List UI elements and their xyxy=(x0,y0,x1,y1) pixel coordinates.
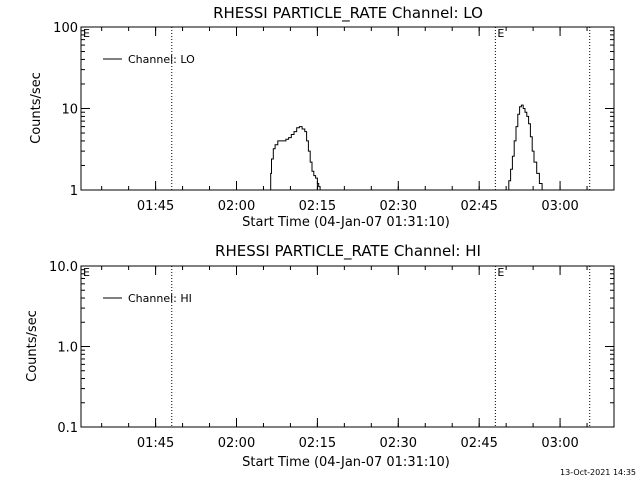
y-tick-label: 1 xyxy=(70,184,78,199)
corner-label: E xyxy=(83,266,90,279)
footer-timestamp: 13-Oct-2021 14:35 xyxy=(560,468,636,477)
data-series xyxy=(269,104,543,191)
x-ticks: 01:45 02:00 02:15 02:30 02:45 03:00 xyxy=(101,266,615,451)
x-tick-label: 02:00 xyxy=(218,436,255,451)
x-tick-label: 02:00 xyxy=(218,199,255,214)
chart-title: RHESSI PARTICLE_RATE Channel: LO xyxy=(213,4,483,23)
chart-title: RHESSI PARTICLE_RATE Channel: HI xyxy=(215,242,481,261)
y-ticks: 1 10 100 xyxy=(53,21,614,199)
series-line-segment xyxy=(507,104,543,191)
legend-entry: Channel: LO xyxy=(128,53,195,66)
y-tick-label: 100 xyxy=(53,21,78,36)
plot-frame xyxy=(80,265,615,428)
series-line-segment xyxy=(269,126,321,191)
x-axis-label: Start Time (04-Jan-07 01:31:10) xyxy=(242,215,450,230)
x-tick-label: 02:15 xyxy=(299,436,336,451)
plot-frame xyxy=(80,26,615,191)
y-axis-label: Counts/sec xyxy=(29,72,44,144)
event-markers: E xyxy=(171,266,591,427)
y-tick-label: 10.0 xyxy=(49,260,78,275)
event-marker-label: E xyxy=(497,27,504,40)
x-tick-label: 02:30 xyxy=(380,436,417,451)
y-tick-label: 10 xyxy=(61,103,78,118)
x-tick-label: 02:45 xyxy=(460,436,497,451)
x-tick-label: 03:00 xyxy=(541,436,578,451)
x-ticks: 01:45 02:00 02:15 02:30 02:45 03:00 xyxy=(101,27,615,214)
legend-entry: Channel: HI xyxy=(128,292,192,305)
y-ticks: 0.1 1.0 10.0 xyxy=(49,260,614,436)
y-axis-label: Counts/sec xyxy=(25,310,40,382)
x-axis-label: Start Time (04-Jan-07 01:31:10) xyxy=(242,455,450,470)
y-tick-label: 1.0 xyxy=(57,341,78,356)
y-tick-label: 0.1 xyxy=(57,421,78,436)
x-tick-label: 02:30 xyxy=(380,199,417,214)
corner-label: E xyxy=(83,27,90,40)
x-tick-label: 03:00 xyxy=(541,199,578,214)
x-tick-label: 01:45 xyxy=(137,199,174,214)
x-tick-label: 02:45 xyxy=(460,199,497,214)
event-marker-label: E xyxy=(497,266,504,279)
x-tick-label: 02:15 xyxy=(299,199,336,214)
x-tick-label: 01:45 xyxy=(137,436,174,451)
chart-panel-hi: RHESSI PARTICLE_RATE Channel: HI Counts/… xyxy=(25,242,615,470)
chart-panel-lo: RHESSI PARTICLE_RATE Channel: LO Counts/… xyxy=(29,4,615,230)
event-markers: E xyxy=(171,27,591,190)
